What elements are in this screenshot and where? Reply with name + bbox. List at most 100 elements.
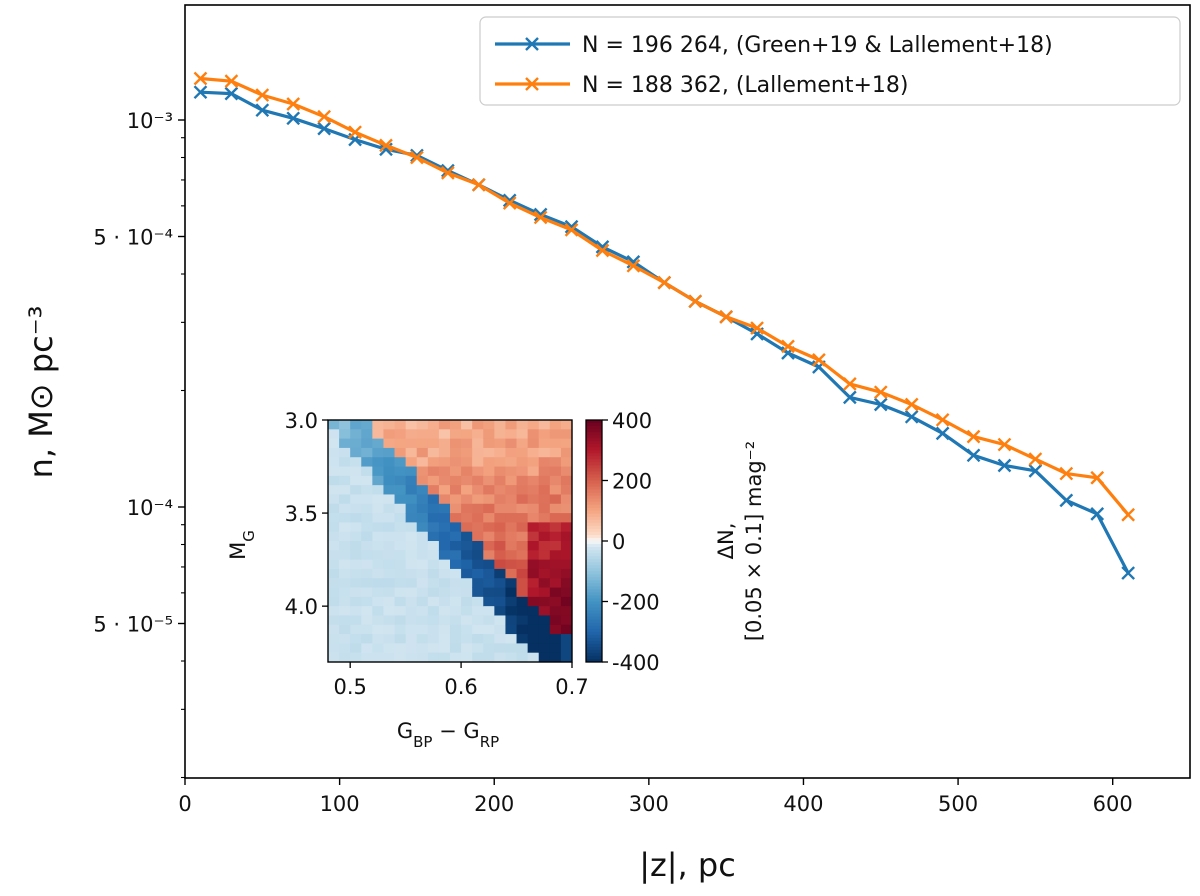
heatmap-cell: [527, 438, 540, 449]
series-point-marker: [193, 85, 208, 100]
marker-stroke: [657, 275, 672, 290]
heatmap-cell: [450, 531, 462, 542]
heatmap-cell: [549, 494, 562, 505]
heatmap-cell: [527, 550, 540, 561]
colorbar-segment: [586, 550, 602, 554]
heatmap-cell: [383, 420, 395, 430]
colorbar-segment: [586, 525, 602, 530]
heatmap-cell: [339, 550, 351, 561]
colorbar-segment: [586, 522, 602, 527]
heatmap-cell: [383, 541, 395, 551]
marker-stroke: [255, 88, 270, 102]
heatmap-cell: [394, 485, 407, 495]
heatmap-cell: [538, 475, 551, 486]
heatmap-cell: [328, 541, 340, 551]
heatmap-cell: [538, 485, 551, 495]
heatmap-cell: [483, 643, 495, 654]
heatmap-cell: [372, 466, 384, 477]
heatmap-cell: [427, 596, 440, 607]
heatmap-cell: [339, 447, 351, 458]
series-point-marker: [688, 294, 703, 309]
heatmap-cell: [461, 634, 473, 644]
heatmap-cell: [505, 485, 517, 495]
heatmap-cell: [450, 503, 462, 514]
heatmap-cell: [494, 429, 506, 440]
heatmap-cell: [427, 522, 440, 533]
heatmap-cell: [427, 429, 440, 440]
series-point-marker: [842, 377, 857, 391]
heatmap-cell: [394, 466, 407, 477]
heatmap-cell: [339, 522, 351, 533]
heatmap-cell: [483, 494, 495, 505]
marker-stroke: [997, 437, 1012, 452]
heatmap-cell: [405, 429, 418, 440]
heatmap-cell: [328, 615, 340, 626]
heatmap-cell: [394, 587, 407, 598]
heatmap-cell: [394, 438, 407, 449]
heatmap-cell: [494, 494, 506, 505]
heatmap-cell: [483, 615, 495, 626]
series-point-marker: [1059, 466, 1074, 481]
heatmap-cell: [527, 513, 540, 523]
heatmap-cell: [328, 606, 340, 616]
colorbar-segment: [586, 559, 602, 563]
heatmap-cell: [427, 485, 440, 495]
heatmap-cell: [372, 485, 384, 495]
heatmap-cell: [516, 522, 529, 533]
heatmap-cell: [505, 457, 517, 467]
heatmap-cell: [450, 522, 462, 533]
heatmap-cell: [505, 420, 517, 430]
heatmap-cell: [472, 429, 484, 440]
heatmap-cell: [505, 513, 517, 523]
series-point-marker: [750, 321, 764, 335]
series-point-marker: [348, 125, 362, 140]
heatmap-cell: [527, 587, 540, 598]
heatmap-cell: [416, 643, 429, 654]
series-point-marker: [193, 71, 208, 86]
heatmap-cell: [372, 596, 384, 607]
x-tick-label: 600: [1093, 792, 1133, 816]
series-point-marker: [286, 111, 301, 126]
heatmap-cell: [483, 559, 495, 570]
colorbar-segment: [586, 601, 602, 606]
heatmap-cell: [361, 541, 373, 551]
heatmap-cell: [472, 531, 484, 542]
heatmap-cell: [427, 541, 440, 551]
heatmap-cell: [416, 485, 429, 495]
heatmap-cell: [505, 447, 517, 458]
heatmap-cell: [483, 429, 495, 440]
heatmap-cell: [350, 531, 362, 542]
series-point-marker: [997, 458, 1012, 473]
series-point-marker: [935, 426, 950, 441]
heatmap-cell: [383, 475, 395, 486]
colorbar-segment: [586, 580, 602, 584]
colorbar-segment: [586, 465, 602, 469]
heatmap-cell: [505, 652, 517, 663]
heatmap-cell: [505, 531, 517, 542]
heatmap-cell: [405, 457, 418, 467]
heatmap-cell: [350, 522, 362, 533]
colorbar-segment: [586, 655, 602, 660]
heatmap-cell: [483, 513, 495, 523]
heatmap-cell: [361, 615, 373, 626]
marker-stroke: [750, 321, 764, 335]
heatmap-cell: [427, 531, 440, 542]
heatmap-cell: [350, 615, 362, 626]
legend-swatch-marker: [525, 37, 539, 51]
heatmap-cell: [494, 578, 506, 588]
heatmap-cell: [339, 615, 351, 626]
heatmap-cell: [383, 550, 395, 561]
heatmap-cell: [438, 457, 451, 467]
heatmap-cell: [438, 466, 451, 477]
marker-stroke: [410, 150, 424, 165]
colorbar-segment: [586, 486, 602, 491]
colorbar-segment: [586, 471, 602, 475]
heatmap-cell: [350, 606, 362, 616]
heatmap-cell: [527, 522, 540, 533]
heatmap-cell: [560, 559, 573, 570]
colorbar-segment: [586, 658, 602, 663]
heatmap-cell: [339, 624, 351, 635]
marker-stroke: [966, 429, 981, 444]
heatmap-cell: [516, 420, 529, 430]
